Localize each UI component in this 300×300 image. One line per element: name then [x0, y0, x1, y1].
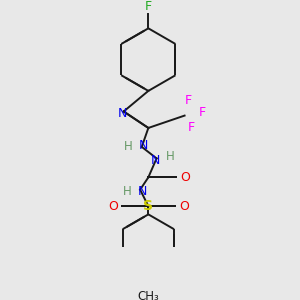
Text: N: N [150, 154, 160, 166]
Text: H: H [123, 140, 132, 153]
Text: H: H [123, 185, 131, 198]
Text: O: O [179, 200, 189, 213]
Text: F: F [188, 121, 195, 134]
Text: F: F [145, 0, 152, 14]
Text: N: N [117, 106, 127, 120]
Text: O: O [108, 200, 118, 213]
Text: F: F [199, 106, 206, 119]
Text: H: H [166, 150, 175, 163]
Text: S: S [143, 199, 153, 213]
Text: O: O [181, 171, 190, 184]
Text: N: N [138, 185, 147, 198]
Text: F: F [184, 94, 191, 107]
Text: CH₃: CH₃ [137, 290, 159, 300]
Text: N: N [139, 139, 148, 152]
